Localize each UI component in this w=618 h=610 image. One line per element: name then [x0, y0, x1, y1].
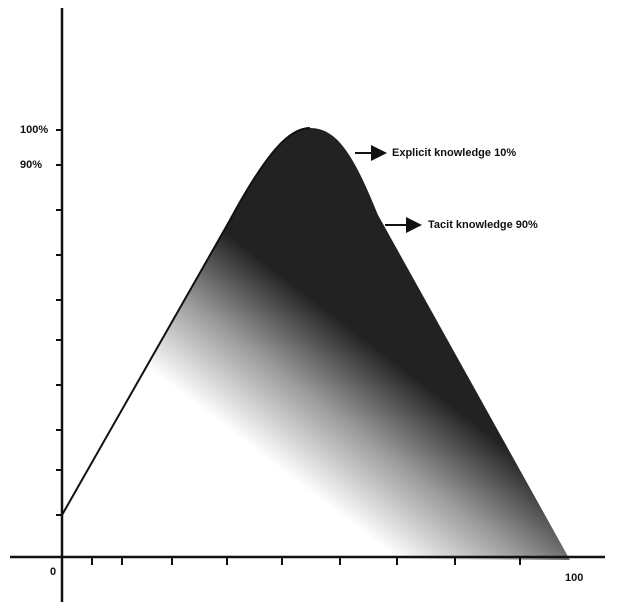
- x-ticks: [91, 557, 521, 565]
- annotation: Explicit knowledge 10%: [392, 147, 516, 159]
- annotation: Tacit knowledge 90%: [428, 219, 538, 231]
- curve: [61, 127, 311, 516]
- x-origin-label: 0: [50, 566, 56, 578]
- y-ticks: [56, 129, 62, 516]
- x-end-label: 100: [565, 572, 583, 584]
- y-label: 100%: [20, 124, 48, 136]
- y-label: 90%: [20, 159, 42, 171]
- knowledge-area: [62, 128, 570, 560]
